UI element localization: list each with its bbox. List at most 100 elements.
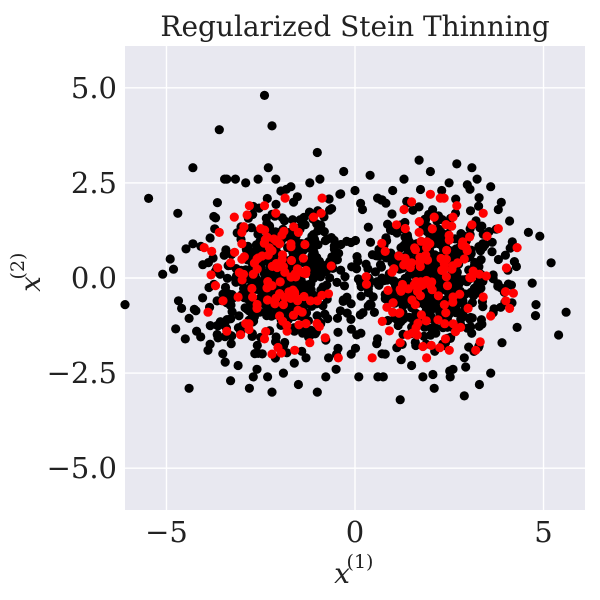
tick-labels: −5 0 5 5.0 2.5 0.0 −2.5 −5.0: [47, 71, 553, 549]
black-sample-point: [428, 205, 438, 215]
black-sample-point: [312, 266, 322, 277]
red-selected-point: [425, 189, 435, 199]
black-sample-point: [350, 185, 360, 196]
red-selected-point: [410, 245, 421, 255]
red-selected-point: [259, 238, 269, 248]
black-sample-point: [198, 293, 208, 303]
black-sample-point: [474, 201, 484, 211]
red-selected-point: [299, 291, 309, 302]
red-selected-point: [425, 239, 435, 249]
red-selected-point: [267, 349, 277, 359]
black-sample-point: [488, 270, 498, 280]
red-selected-point: [478, 208, 488, 218]
black-sample-point: [458, 275, 468, 285]
red-selected-point: [500, 287, 511, 297]
black-sample-point: [173, 296, 184, 306]
red-selected-point: [361, 279, 372, 289]
black-sample-point: [226, 314, 236, 324]
black-sample-point: [472, 174, 482, 184]
x-tick-label: 0: [346, 515, 364, 549]
black-sample-point: [267, 121, 277, 131]
red-selected-point: [213, 263, 223, 273]
red-selected-point: [512, 243, 522, 253]
red-selected-point: [290, 345, 300, 355]
black-sample-point: [503, 279, 513, 289]
black-sample-point: [252, 364, 262, 374]
black-sample-point: [429, 383, 439, 393]
y-tick-label: 5.0: [71, 71, 117, 105]
black-sample-point: [474, 379, 484, 390]
red-selected-point: [242, 210, 252, 220]
red-selected-point: [452, 201, 462, 211]
black-sample-point: [218, 349, 228, 359]
red-selected-point: [292, 296, 303, 306]
black-sample-point: [444, 178, 454, 188]
black-sample-point: [505, 216, 515, 226]
black-sample-point: [478, 239, 488, 249]
black-sample-point: [335, 189, 345, 199]
black-sample-point: [497, 338, 507, 348]
red-selected-point: [247, 283, 257, 294]
red-selected-point: [448, 212, 458, 222]
black-sample-point: [212, 198, 222, 208]
red-selected-point: [455, 289, 465, 299]
red-selected-point: [426, 340, 436, 350]
red-selected-point: [239, 252, 249, 262]
black-sample-point: [437, 185, 447, 196]
black-sample-point: [414, 155, 424, 165]
red-selected-point: [239, 222, 249, 232]
black-sample-point: [219, 250, 229, 260]
black-sample-point: [452, 159, 462, 169]
x-tick-label: −5: [145, 515, 188, 549]
black-sample-point: [198, 260, 208, 270]
black-sample-point: [530, 311, 541, 321]
black-sample-point: [312, 387, 322, 397]
red-selected-point: [277, 254, 287, 264]
black-sample-point: [253, 174, 263, 184]
black-sample-point: [445, 372, 455, 382]
red-selected-point: [397, 279, 408, 290]
black-sample-point: [180, 334, 190, 344]
black-sample-point: [203, 345, 213, 355]
red-selected-point: [214, 227, 224, 237]
red-selected-point: [441, 308, 451, 318]
black-sample-point: [286, 182, 296, 192]
black-sample-point: [189, 304, 199, 314]
x-axis-label: x (1): [334, 551, 373, 590]
black-sample-point: [332, 277, 342, 287]
black-sample-point: [278, 368, 288, 378]
black-sample-point: [395, 395, 405, 405]
red-selected-point: [298, 253, 308, 263]
black-sample-point: [512, 322, 522, 332]
red-selected-point: [415, 281, 425, 291]
red-selected-point: [414, 217, 424, 227]
y-axis-label: x (2): [7, 253, 47, 292]
black-sample-point: [357, 204, 368, 215]
black-sample-point: [487, 247, 497, 257]
red-selected-point: [271, 236, 281, 246]
black-sample-point: [313, 240, 323, 250]
red-selected-point: [333, 353, 343, 363]
red-selected-point: [435, 343, 445, 353]
black-sample-point: [184, 313, 194, 323]
black-sample-point: [342, 308, 352, 318]
red-selected-point: [486, 311, 496, 321]
black-sample-point: [546, 258, 556, 268]
black-sample-point: [332, 248, 342, 258]
red-selected-point: [288, 285, 298, 295]
red-selected-point: [233, 292, 243, 302]
black-sample-point: [327, 204, 337, 214]
red-selected-point: [226, 258, 236, 268]
black-sample-point: [496, 302, 506, 312]
black-sample-point: [181, 244, 191, 254]
red-selected-point: [458, 237, 468, 247]
red-selected-point: [210, 281, 221, 291]
black-sample-point: [331, 364, 341, 374]
red-selected-point: [222, 326, 232, 336]
black-sample-point: [158, 269, 168, 279]
black-sample-point: [315, 174, 325, 184]
black-sample-point: [267, 387, 277, 397]
black-sample-point: [505, 243, 515, 253]
black-sample-point: [358, 308, 368, 318]
